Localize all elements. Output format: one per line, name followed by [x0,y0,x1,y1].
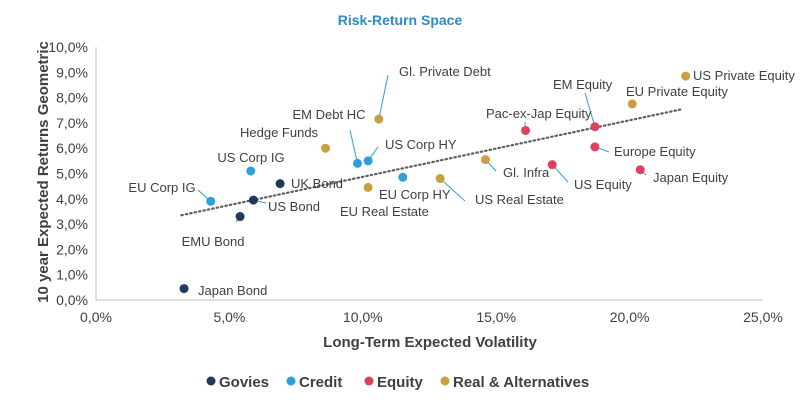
point-us-bond [248,195,258,205]
point-hedge-funds [320,143,330,153]
label-us-equity: US Equity [574,177,632,192]
y-tick-labels: 0,0% 1,0% 2,0% 3,0% 4,0% 5,0% 6,0% 7,0% 8,0% 9,0%… [48,39,88,308]
point-europe-equity [590,142,600,152]
label-em-equity: EM Equity [553,77,613,92]
label-emu-bond: EMU Bond [182,234,245,249]
legend-marker-real-alternatives [440,376,450,386]
point-eu-real-estate [363,182,373,192]
point-gl-infra [481,155,491,165]
axis-lines [95,47,763,301]
leader-em-debt-hc [349,129,358,164]
label-eu-real-estate: EU Real Estate [340,204,429,219]
label-gl-infra: Gl. Infra [503,165,550,180]
label-em-debt-hc: EM Debt HC [293,107,366,122]
y-axis-title: 10 year Expected Returns Geometric [35,41,52,303]
point-eu-corp-hy [398,172,408,182]
y-tick-label: 1,0% [56,267,88,283]
label-us-corp-hy: US Corp HY [385,137,457,152]
x-tick-labels: 0,0% 5,0% 10,0% 15,0% 20,0% 25,0% [80,309,783,325]
label-japan-bond: Japan Bond [198,283,267,298]
label-uk-bond: UK Bond [291,176,343,191]
x-tick-label: 15,0% [476,309,516,325]
label-gl-private-debt: Gl. Private Debt [399,64,491,79]
leader-em-equity [584,92,596,127]
point-uk-bond [275,179,285,189]
label-europe-equity: Europe Equity [614,144,696,159]
point-us-equity [547,160,557,170]
label-hedge-funds: Hedge Funds [240,125,319,140]
leader-gl-private-debt [378,74,389,120]
label-us-corp-ig: US Corp IG [217,150,284,165]
label-us-real-estate: US Real Estate [475,192,564,207]
point-us-corp-ig [246,166,256,176]
point-japan-equity [635,165,645,175]
x-axis-title: Long-Term Expected Volatility [323,334,537,351]
point-eu-corp-ig [206,196,216,206]
legend-marker-equity [364,376,374,386]
point-pac-ex-jap-equity [521,125,531,135]
label-us-bond: US Bond [268,199,320,214]
y-tick-label: 6,0% [56,140,88,156]
data-points [179,71,691,294]
point-gl-private-debt [374,114,384,124]
y-tick-label: 0,0% [56,292,88,308]
y-tick-label: 2,0% [56,241,88,257]
label-eu-private-equity: EU Private Equity [626,84,728,99]
y-tick-label: 10,0% [48,39,88,55]
point-us-private-equity [681,71,691,81]
point-emu-bond [235,212,245,222]
point-us-real-estate [435,174,445,184]
legend-marker-govies [206,376,216,386]
legend-marker-credit [286,376,296,386]
label-eu-corp-ig: EU Corp IG [128,180,195,195]
label-us-private-equity: US Private Equity [693,68,795,83]
label-japan-equity: Japan Equity [653,170,729,185]
y-tick-label: 9,0% [56,64,88,80]
legend-label-credit: Credit [299,374,342,391]
chart-title: Risk-Return Space [338,12,463,28]
legend-label-govies: Govies [219,374,269,391]
point-japan-bond [179,284,189,294]
label-pac-ex-jap-equity: Pac-ex-Jap Equity [486,106,592,121]
x-tick-label: 5,0% [213,309,245,325]
y-tick-label: 8,0% [56,90,88,106]
y-tick-label: 5,0% [56,166,88,182]
y-tick-label: 4,0% [56,191,88,207]
x-tick-label: 0,0% [80,309,112,325]
x-tick-label: 25,0% [743,309,783,325]
label-eu-corp-hy: EU Corp HY [379,187,451,202]
y-tick-label: 3,0% [56,216,88,232]
x-tick-label: 20,0% [610,309,650,325]
x-tick-label: 10,0% [343,309,383,325]
legend-label-equity: Equity [377,374,423,391]
y-tick-label: 7,0% [56,115,88,131]
point-eu-private-equity [627,99,637,109]
point-labels: Japan Bond EMU Bond US Bond UK Bond EU Corp … [128,64,795,298]
legend-label-real-alternatives: Real & Alternatives [453,374,589,391]
leader-us-real-estate [439,178,466,202]
point-us-corp-hy [363,156,373,166]
legend: Govies Credit Equity Real & Alternatives [206,374,589,391]
point-em-equity [590,122,600,132]
point-em-debt-hc [352,158,362,168]
